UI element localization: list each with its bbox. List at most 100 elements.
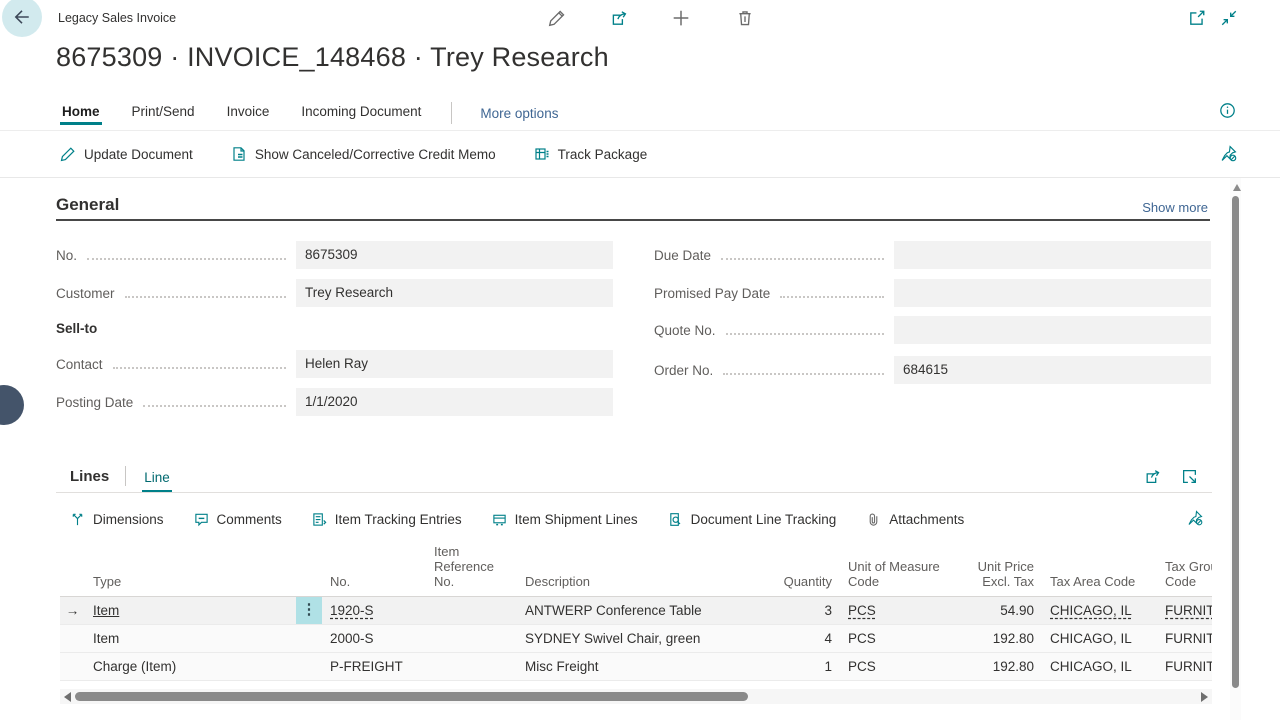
- item-shipment-lines-button[interactable]: Item Shipment Lines: [492, 512, 638, 527]
- dotted-leader: [725, 333, 884, 335]
- horizontal-scrollbar[interactable]: [60, 689, 1212, 704]
- lines-header: Lines Line: [70, 466, 172, 492]
- lines-section-heading: Lines: [70, 468, 110, 485]
- lines-table: Type No. Item Reference No. Description …: [60, 543, 1212, 681]
- field-quote-no: Quote No.: [654, 316, 1211, 344]
- promised-pay-date-field[interactable]: [894, 279, 1211, 307]
- table-row[interactable]: → Item ⋮ 1920-S ANTWERP Conference Table…: [60, 597, 1212, 625]
- field-contact: Contact Helen Ray: [56, 350, 613, 378]
- quote-no-field[interactable]: [894, 316, 1211, 344]
- update-document-button[interactable]: Update Document: [60, 146, 193, 162]
- tab-home[interactable]: Home: [60, 101, 102, 125]
- document-icon: [231, 146, 247, 162]
- collapse-icon[interactable]: [1220, 9, 1238, 27]
- col-description[interactable]: Description: [525, 574, 591, 589]
- dotted-leader: [143, 405, 286, 407]
- col-tax-group[interactable]: Tax Group Code: [1165, 559, 1212, 589]
- back-button[interactable]: [2, 0, 42, 37]
- item-tracking-entries-button[interactable]: Item Tracking Entries: [312, 512, 462, 527]
- customer-field[interactable]: Trey Research: [296, 279, 613, 307]
- field-promised-pay-date: Promised Pay Date: [654, 279, 1211, 307]
- dimensions-icon: [70, 512, 85, 527]
- table-row[interactable]: Item 2000-S SYDNEY Swivel Chair, green 4…: [60, 625, 1212, 653]
- table-header-row: Type No. Item Reference No. Description …: [60, 543, 1212, 597]
- row-options-button[interactable]: ⋮: [296, 597, 322, 624]
- tab-incoming-document[interactable]: Incoming Document: [301, 104, 422, 119]
- paperclip-icon: [866, 512, 881, 527]
- horizontal-scrollbar-thumb[interactable]: [75, 692, 748, 701]
- delete-icon[interactable]: [736, 9, 754, 27]
- general-section-heading: General: [56, 195, 120, 214]
- selected-row-arrow-icon: →: [65, 603, 80, 618]
- col-type[interactable]: Type: [93, 574, 122, 589]
- col-no[interactable]: No.: [330, 574, 351, 589]
- dotted-leader: [721, 258, 884, 260]
- comment-icon: [194, 512, 209, 527]
- tab-strip: Home Print/Send Invoice Incoming Documen…: [60, 100, 558, 126]
- field-no: No. 8675309: [56, 241, 613, 269]
- tab-divider: [451, 102, 453, 124]
- scroll-left-arrow-icon[interactable]: [64, 692, 71, 702]
- dotted-leader: [87, 258, 286, 260]
- col-quantity[interactable]: Quantity: [783, 574, 832, 589]
- scroll-up-arrow-icon[interactable]: [1233, 184, 1241, 191]
- col-tax-area[interactable]: Tax Area Code: [1050, 574, 1136, 589]
- lines-action-bar: Dimensions Comments Item Tracking Entrie…: [70, 503, 964, 535]
- lines-header-rule: [56, 492, 1212, 493]
- dotted-leader: [780, 296, 884, 298]
- dotted-leader: [723, 373, 884, 375]
- due-date-field[interactable]: [894, 241, 1211, 269]
- tab-print-send[interactable]: Print/Send: [131, 104, 195, 119]
- page-caption: Legacy Sales Invoice: [58, 11, 177, 25]
- attachments-button[interactable]: Attachments: [866, 512, 964, 527]
- lines-divider: [125, 466, 127, 486]
- order-no-field[interactable]: 684615: [894, 356, 1211, 384]
- show-canceled-credit-memo-button[interactable]: Show Canceled/Corrective Credit Memo: [231, 146, 496, 162]
- col-item-reference-no[interactable]: Item Reference No.: [434, 544, 494, 589]
- content-divider: [0, 177, 1280, 178]
- line-tab[interactable]: Line: [142, 470, 172, 492]
- action-bar: Update Document Show Canceled/Corrective…: [60, 138, 647, 170]
- field-posting-date: Posting Date 1/1/2020: [56, 388, 613, 416]
- package-icon: [534, 146, 550, 162]
- field-order-no: Order No. 684615: [654, 356, 1211, 384]
- add-icon[interactable]: [672, 9, 690, 27]
- dimensions-button[interactable]: Dimensions: [70, 512, 164, 527]
- side-panel-handle[interactable]: [0, 385, 24, 425]
- share-icon[interactable]: [1144, 468, 1161, 485]
- general-heading-rule: [56, 219, 1210, 221]
- table-row[interactable]: Charge (Item) P-FREIGHT Misc Freight 1 P…: [60, 653, 1212, 681]
- dotted-leader: [112, 367, 286, 369]
- document-line-tracking-button[interactable]: Document Line Tracking: [668, 512, 836, 527]
- document-search-icon: [668, 512, 683, 527]
- sell-to-group-label: Sell-to: [56, 321, 98, 336]
- scroll-right-arrow-icon[interactable]: [1201, 692, 1208, 702]
- edit-icon[interactable]: [548, 9, 566, 27]
- dotted-leader: [124, 296, 286, 298]
- col-unit-of-measure[interactable]: Unit of Measure Code: [848, 559, 940, 589]
- pin-icon[interactable]: [1187, 510, 1205, 528]
- edit-icon: [60, 146, 76, 162]
- posting-date-field[interactable]: 1/1/2020: [296, 388, 613, 416]
- expand-icon[interactable]: [1181, 468, 1198, 485]
- col-unit-price[interactable]: Unit Price Excl. Tax: [977, 559, 1034, 589]
- field-customer: Customer Trey Research: [56, 279, 613, 307]
- show-more-link[interactable]: Show more: [1142, 200, 1208, 215]
- field-due-date: Due Date: [654, 241, 1211, 269]
- info-icon[interactable]: [1219, 102, 1237, 120]
- popout-window-icon[interactable]: [1188, 9, 1206, 27]
- page-title: 8675309 · INVOICE_148468 · Trey Research: [56, 42, 609, 72]
- share-icon[interactable]: [610, 9, 628, 27]
- more-options-button[interactable]: More options: [480, 105, 559, 121]
- vertical-scrollbar-thumb[interactable]: [1232, 196, 1239, 688]
- shipment-icon: [492, 512, 507, 527]
- no-field[interactable]: 8675309: [296, 241, 613, 269]
- arrow-left-icon: [13, 8, 31, 26]
- tab-invoice[interactable]: Invoice: [226, 104, 270, 119]
- tabstrip-divider: [0, 130, 1280, 131]
- pin-icon[interactable]: [1220, 145, 1238, 163]
- track-package-button[interactable]: Track Package: [534, 146, 647, 162]
- comments-button[interactable]: Comments: [194, 512, 282, 527]
- contact-field[interactable]: Helen Ray: [296, 350, 613, 378]
